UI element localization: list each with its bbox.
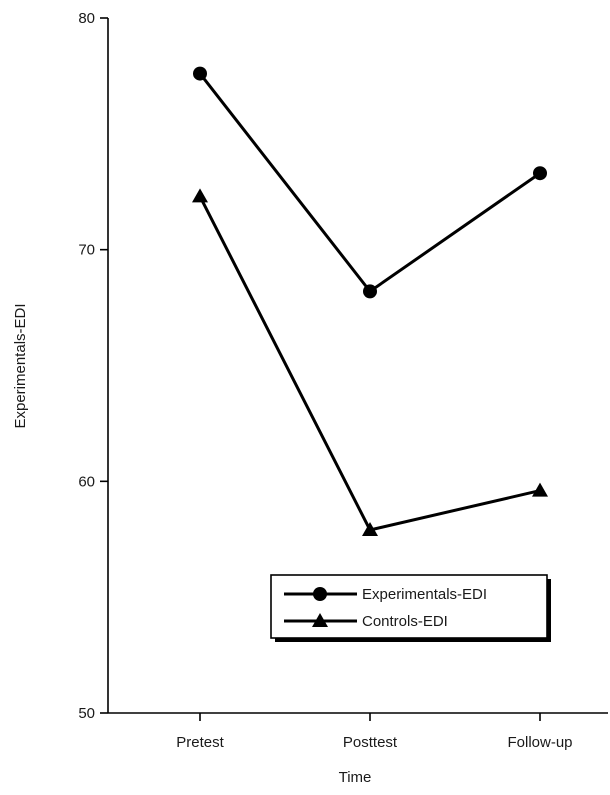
x-tick-label: Pretest	[176, 734, 224, 751]
series-2	[192, 188, 548, 536]
legend-label: Controls-EDI	[362, 613, 448, 630]
series-layer	[192, 66, 548, 536]
legend: Experimentals-EDI Controls-EDI	[270, 574, 551, 642]
y-ticks: 50 60 70 80	[78, 10, 108, 722]
circle-marker	[363, 284, 377, 299]
series-line	[198, 72, 541, 294]
triangle-marker	[192, 188, 208, 203]
x-tick-label: Posttest	[343, 734, 398, 751]
series-line	[198, 195, 541, 532]
x-axis-title: Time	[339, 769, 372, 786]
x-tick-label: Follow-up	[507, 734, 572, 751]
legend-box	[270, 574, 548, 639]
y-tick-label: 70	[78, 242, 95, 259]
x-ticks: Pretest Posttest Follow-up	[176, 713, 573, 751]
circle-marker	[193, 66, 207, 81]
legend-item: Experimentals-EDI	[284, 586, 487, 603]
circle-marker	[533, 166, 547, 181]
y-axis-title: Experimentals-EDI	[12, 303, 29, 428]
y-tick-label: 80	[78, 10, 95, 27]
legend-triangle-marker	[312, 613, 328, 627]
legend-item: Controls-EDI	[284, 613, 448, 630]
legend-circle-marker	[313, 587, 327, 601]
triangle-marker	[362, 521, 378, 536]
y-tick-label: 60	[78, 473, 95, 490]
legend-items: Experimentals-EDI Controls-EDI	[284, 586, 487, 630]
series-1	[193, 66, 547, 299]
y-tick-label: 50	[78, 705, 95, 722]
triangle-marker	[532, 482, 548, 497]
legend-label: Experimentals-EDI	[362, 586, 487, 603]
